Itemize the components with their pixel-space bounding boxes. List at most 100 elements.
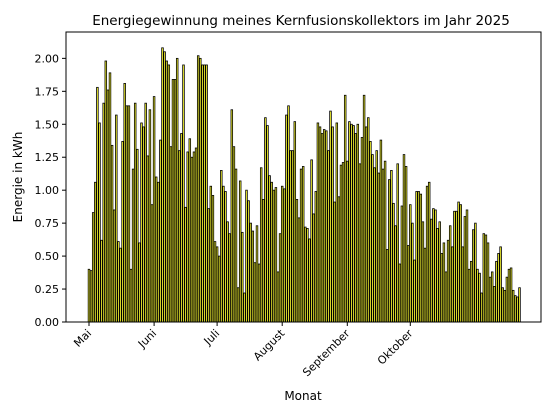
bar [362,94,366,323]
bar [409,204,412,323]
bar [207,208,210,323]
bar [438,221,441,323]
bar [108,72,112,323]
bar [411,222,414,323]
bar [339,164,343,323]
bar [427,181,431,323]
bar [343,94,347,323]
bar [196,55,200,323]
bar [402,154,406,323]
bar [371,154,374,323]
bar [255,225,259,323]
bar [87,268,91,323]
bar [488,276,492,323]
bar [507,268,511,323]
y-tick-label: 0.25 [35,283,60,296]
bar [320,133,324,323]
bar [329,110,332,323]
bar [283,188,286,323]
bar [276,271,280,323]
bar [346,160,349,323]
bar [180,133,183,323]
bar [358,163,362,323]
bar [354,133,357,323]
bar [432,208,435,323]
bar [325,130,328,323]
bar [230,109,234,323]
bar [421,221,425,323]
y-tick-label: 1.00 [35,184,60,197]
bar [367,117,370,323]
bar [98,122,101,323]
bar [272,189,276,323]
bar [453,210,456,323]
bar [299,168,303,323]
bar [480,292,483,323]
bar [106,89,110,323]
bar [465,209,469,323]
bar [369,141,372,323]
bar [167,64,171,323]
bar [152,96,156,323]
bar [461,246,465,323]
bar [459,204,462,323]
bar [100,239,103,323]
bar [125,105,129,323]
bar [400,205,404,323]
y-tick-label: 1.50 [35,118,60,131]
bar [232,146,236,323]
bar [478,272,481,323]
bar [434,209,437,323]
bar [133,102,137,323]
bar [448,225,452,323]
bar [463,216,467,323]
bar [472,229,475,323]
bar [509,267,513,323]
y-tick-label: 1.75 [35,85,60,98]
bar [148,109,152,323]
y-tick-label: 1.25 [35,151,60,164]
bar [89,270,93,323]
bar [220,170,223,323]
bar [375,150,378,323]
bar [211,195,215,323]
bar [175,57,179,323]
bar [262,199,265,323]
bar [165,60,168,323]
bar [417,191,420,323]
bar [234,168,238,323]
bar [150,204,154,323]
bar [497,253,500,323]
bar [364,126,368,323]
bar [514,295,517,323]
bar [297,217,301,323]
bar [91,212,95,323]
bar [295,199,299,323]
bar [457,201,460,323]
bar [318,126,322,323]
bar [224,191,227,323]
bar [274,187,278,323]
bar [266,125,269,323]
bar [173,79,177,323]
bar [123,83,126,323]
bar [136,148,139,323]
chart-title: Energiegewinnung meines Kernfusionskolle… [92,13,510,29]
bar [406,245,410,323]
bar [335,122,339,323]
bar [121,141,124,323]
bar [377,172,381,323]
bar [215,246,219,323]
bar [455,210,458,323]
bar [94,181,97,323]
bar [144,102,147,323]
bar [203,64,206,323]
bar [388,179,391,323]
bar [308,238,311,323]
bar [446,239,450,323]
bar [253,262,257,323]
bar [423,247,427,323]
bar [243,292,246,323]
bar [440,253,444,323]
